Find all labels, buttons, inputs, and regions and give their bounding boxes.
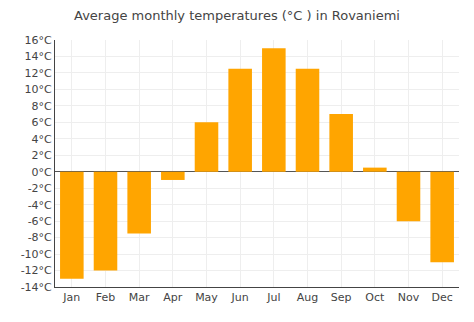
svg-text:-2°C: -2°C <box>28 182 52 195</box>
svg-text:Jul: Jul <box>266 291 280 304</box>
svg-text:Mar: Mar <box>129 291 150 304</box>
svg-text:-10°C: -10°C <box>21 248 52 261</box>
svg-text:12°C: 12°C <box>25 67 52 80</box>
svg-text:-8°C: -8°C <box>28 231 52 244</box>
svg-text:2°C: 2°C <box>32 149 52 162</box>
svg-text:Sep: Sep <box>331 291 352 304</box>
svg-text:Apr: Apr <box>163 291 183 304</box>
svg-text:Nov: Nov <box>398 291 420 304</box>
svg-text:-14°C: -14°C <box>21 281 52 294</box>
svg-text:-4°C: -4°C <box>28 199 52 212</box>
svg-text:16°C: 16°C <box>25 34 52 47</box>
svg-text:14°C: 14°C <box>25 50 52 63</box>
svg-text:Oct: Oct <box>365 291 385 304</box>
svg-text:6°C: 6°C <box>32 116 52 129</box>
svg-text:-12°C: -12°C <box>21 264 52 277</box>
svg-text:May: May <box>195 291 218 304</box>
svg-text:10°C: 10°C <box>25 83 52 96</box>
svg-text:0°C: 0°C <box>32 166 52 179</box>
svg-text:Jun: Jun <box>231 291 249 304</box>
svg-text:Average monthly temperatures (: Average monthly temperatures (°C ) in Ro… <box>74 8 400 23</box>
svg-text:8°C: 8°C <box>32 100 52 113</box>
svg-text:-6°C: -6°C <box>28 215 52 228</box>
svg-text:Feb: Feb <box>96 291 115 304</box>
svg-text:Dec: Dec <box>432 291 453 304</box>
svg-text:Jan: Jan <box>62 291 80 304</box>
svg-text:Aug: Aug <box>297 291 318 304</box>
svg-text:4°C: 4°C <box>32 133 52 146</box>
